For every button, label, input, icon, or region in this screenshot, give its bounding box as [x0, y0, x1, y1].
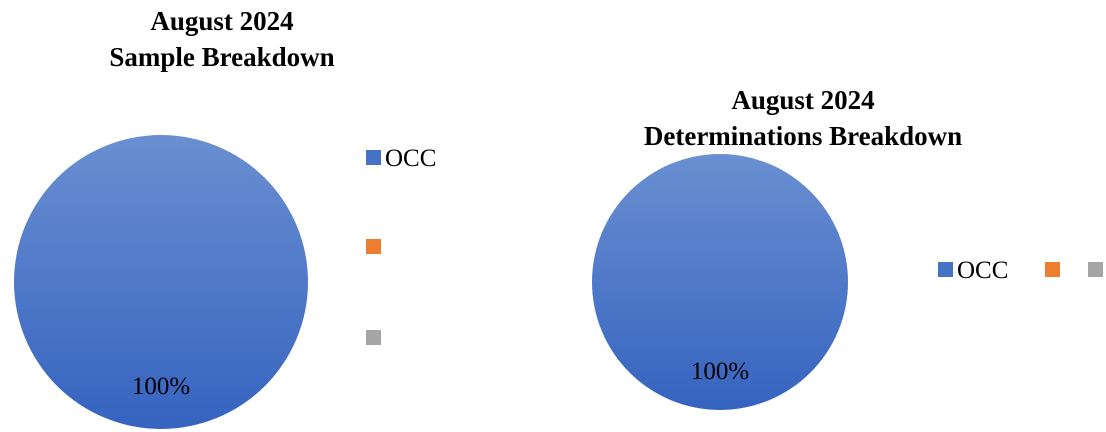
chart-1-legend-swatch-occ [366, 150, 381, 165]
chart-1-legend-label-occ: OCC [385, 145, 436, 172]
chart-1-legend-swatch-series-2 [366, 239, 381, 254]
chart-1-pie [14, 135, 308, 429]
chart-determinations-breakdown: August 2024 Determinations Breakdown 100… [592, 85, 1103, 410]
chart-1-slice-1 [14, 135, 308, 429]
chart-2-legend-swatch-series-2 [1045, 262, 1060, 277]
chart-2-legend: OCC [938, 257, 1103, 284]
chart-2-title-line-1: August 2024 [731, 85, 874, 115]
chart-1-title-line-2: Sample Breakdown [109, 42, 334, 72]
chart-2-legend-swatch-occ [938, 262, 953, 277]
chart-1-legend-swatch-series-3 [366, 330, 381, 345]
chart-2-slice-1 [592, 154, 848, 410]
chart-2-pie [592, 154, 848, 410]
chart-sample-breakdown: August 2024 Sample Breakdown 100% OCC [14, 6, 436, 429]
chart-1-data-label-occ: 100% [132, 373, 190, 400]
chart-1-title-line-1: August 2024 [150, 6, 293, 36]
chart-1-legend: OCC [366, 145, 436, 345]
chart-2-legend-swatch-series-3 [1088, 262, 1103, 277]
chart-2-title-line-2: Determinations Breakdown [644, 121, 962, 151]
chart-2-data-label-occ: 100% [691, 358, 749, 385]
chart-2-legend-label-occ: OCC [957, 257, 1008, 284]
